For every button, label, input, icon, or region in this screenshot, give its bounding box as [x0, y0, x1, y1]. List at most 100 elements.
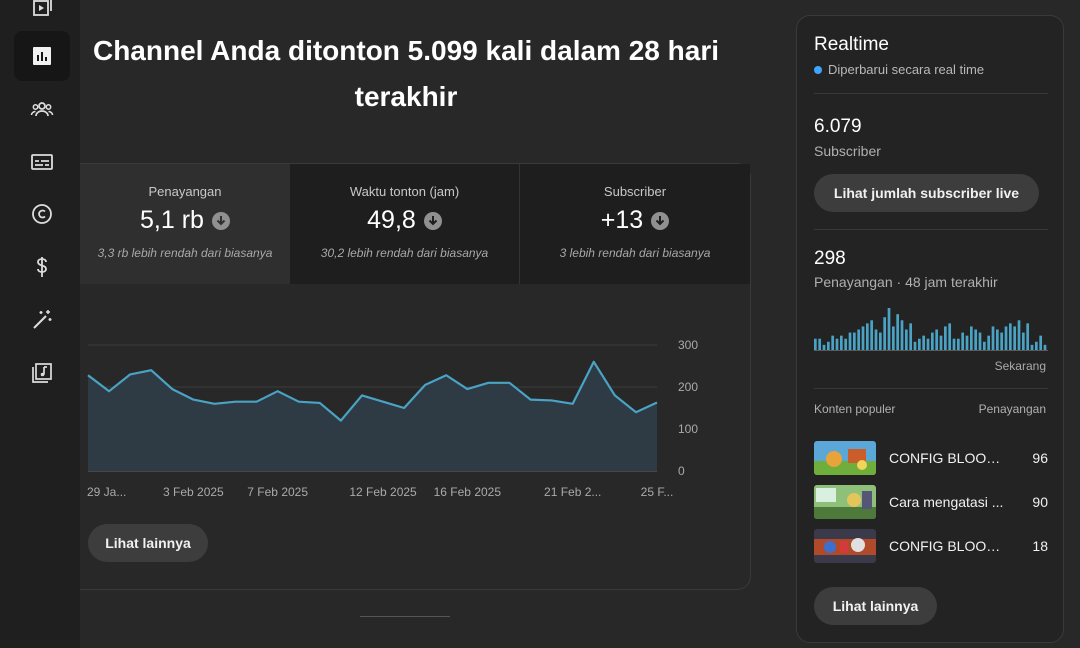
metric-label: Penayangan [148, 184, 222, 199]
spark-bar [918, 338, 921, 351]
spark-bar [827, 341, 830, 351]
spark-bar [957, 338, 960, 351]
divider [814, 388, 1048, 389]
video-views: 18 [1032, 538, 1048, 554]
realtime-views-label: Penayangan · 48 jam terakhir [814, 274, 998, 290]
x-tick-label: 21 Feb 2... [544, 485, 601, 499]
headline-line-2: terakhir [354, 81, 458, 112]
customization-icon [33, 310, 52, 329]
popular-content-row[interactable]: Cara mengatasi ... 90 [814, 484, 1048, 520]
spark-bar [922, 335, 926, 351]
views-column-header: Penayangan [978, 402, 1046, 416]
video-thumbnail [814, 529, 876, 563]
metric-value-row: +13 [520, 206, 750, 235]
spark-bar [970, 326, 973, 351]
spark-bar [905, 329, 908, 351]
series-line [87, 360, 658, 422]
earn-icon [37, 257, 47, 277]
spark-bar [1017, 320, 1021, 351]
metric-value: 49,8 [367, 206, 416, 234]
spark-bar [896, 314, 900, 351]
subtitles-icon [31, 154, 53, 170]
sidebar-item-audio-library[interactable] [14, 348, 70, 398]
now-label: Sekarang [994, 359, 1046, 373]
audio-library-icon [32, 363, 52, 383]
spark-bar [1004, 326, 1008, 351]
spark-bar [987, 335, 991, 351]
spark-bar [1026, 323, 1030, 351]
spark-bar [870, 320, 874, 351]
spark-bar [935, 329, 939, 351]
spark-bar [1000, 332, 1004, 351]
sidebar-item-content[interactable] [14, 0, 70, 32]
spark-bar [1009, 323, 1012, 351]
metric-label: Waktu tonton (jam) [349, 184, 460, 199]
spark-bar [883, 317, 887, 351]
subscriber-label: Subscriber [814, 143, 881, 159]
metric-comparison: 3,3 rb lebih rendah dari biasanya [97, 246, 273, 260]
x-tick-label: 7 Feb 2025 [247, 485, 308, 499]
y-tick-label: 300 [678, 338, 698, 352]
sidebar-item-analytics[interactable] [14, 31, 70, 81]
arrow-down-icon [651, 211, 670, 230]
see-more-button[interactable]: Lihat lainnya [88, 524, 208, 562]
x-tick-label: 3 Feb 2025 [163, 485, 224, 499]
metric-comparison: 30,2 lebih rendah dari biasanya [320, 246, 489, 260]
spark-bar [879, 332, 882, 351]
sidebar-item-subtitles[interactable] [14, 137, 70, 187]
metric-tab-subscribers[interactable]: Subscriber +13 3 lebih rendah dari biasa… [520, 164, 750, 284]
spark-bar [978, 332, 982, 351]
spark-bar [818, 338, 822, 351]
spark-bar [861, 326, 865, 351]
spark-bar [892, 326, 895, 351]
popular-content-row[interactable]: CONFIG BLOOD... 18 [814, 528, 1048, 564]
spark-bar [1022, 332, 1025, 351]
spark-bar [840, 335, 843, 351]
sidebar-item-community[interactable] [14, 84, 70, 134]
spark-bar [961, 332, 965, 351]
metric-label: Subscriber [603, 184, 667, 199]
spark-bar [965, 335, 969, 351]
sidebar-item-customization[interactable] [14, 295, 70, 345]
sidebar-item-copyright[interactable] [14, 189, 70, 239]
community-icon [30, 102, 54, 117]
spark-bar [853, 332, 856, 351]
spark-bar [1039, 335, 1043, 351]
video-views: 96 [1032, 450, 1048, 466]
video-title: Cara mengatasi ... [889, 494, 1004, 510]
spark-bar [874, 329, 878, 351]
sidebar-item-earn[interactable] [14, 242, 70, 292]
analytics-icon [33, 47, 51, 65]
spark-bar [887, 308, 891, 351]
spark-bar [857, 329, 861, 351]
spark-bar [822, 344, 826, 351]
spark-bar [913, 341, 917, 351]
popular-content-row[interactable]: CONFIG BLOOD... 96 [814, 440, 1048, 476]
metric-value: 5,1 rb [140, 206, 204, 234]
metric-value-row: 5,1 rb [80, 206, 290, 235]
copyright-icon [32, 204, 52, 224]
metric-tab-watch-time[interactable]: Waktu tonton (jam) 49,8 30,2 lebih renda… [290, 164, 520, 284]
x-tick-label: 16 Feb 2025 [434, 485, 502, 499]
series-area [88, 361, 657, 471]
sidebar-nav [0, 0, 80, 648]
x-tick-label: 25 F... [641, 485, 674, 499]
metric-tab-views[interactable]: Penayangan 5,1 rb 3,3 rb lebih rendah da… [80, 164, 290, 284]
spark-bar [1030, 344, 1034, 351]
spark-bar [948, 323, 952, 351]
spark-bar [983, 341, 986, 351]
content-icon [33, 0, 52, 16]
spark-bar [1013, 326, 1017, 351]
spark-bar [931, 332, 934, 351]
metric-comparison: 3 lebih rendah dari biasanya [559, 246, 711, 260]
live-subscriber-button[interactable]: Lihat jumlah subscriber live [814, 174, 1039, 212]
spark-bar [835, 338, 839, 351]
x-tick-label: 29 Ja... [87, 485, 126, 499]
see-more-button[interactable]: Lihat lainnya [814, 587, 937, 625]
realtime-views-count: 298 [814, 248, 846, 269]
realtime-views-bars [814, 308, 1048, 351]
spark-bar [909, 323, 913, 351]
spark-bar [952, 338, 956, 351]
spark-bar [991, 326, 995, 351]
spark-bar [974, 329, 978, 351]
